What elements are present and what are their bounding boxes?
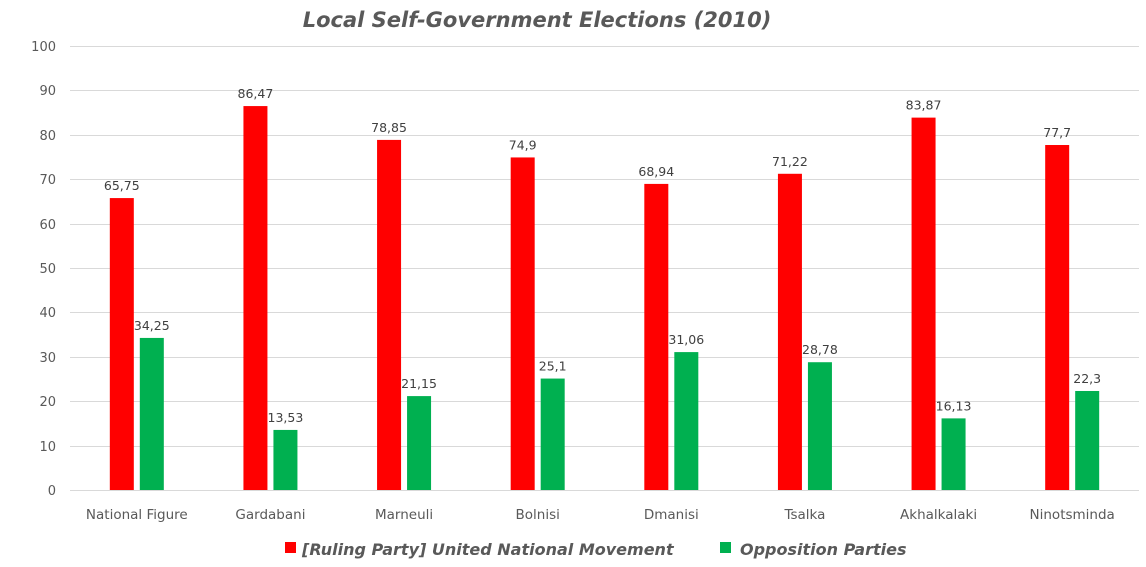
y-tick-label: 60 — [39, 218, 56, 233]
y-tick-label: 100 — [31, 40, 56, 55]
y-tick-label: 0 — [48, 484, 56, 499]
data-label: 16,13 — [936, 398, 972, 413]
y-tick-label: 30 — [39, 351, 56, 366]
bar-ruling-party — [644, 183, 669, 490]
bar-opposition — [407, 396, 432, 490]
y-tick-label: 70 — [39, 173, 56, 188]
bar-ruling-party — [109, 198, 134, 490]
bar-opposition — [807, 362, 832, 490]
y-tick-label: 40 — [39, 306, 56, 321]
chart-title: Local Self-Government Elections (2010) — [303, 8, 772, 32]
bar-ruling-party — [911, 117, 936, 491]
legend-swatch-ruling-party — [285, 542, 296, 553]
bar-opposition — [941, 418, 966, 490]
x-category-label: Dmanisi — [644, 507, 699, 523]
y-tick-label: 80 — [39, 129, 56, 144]
gridlines — [70, 46, 1139, 491]
y-tick-label: 90 — [39, 84, 56, 99]
y-tick-label: 50 — [39, 262, 56, 277]
data-label: 83,87 — [906, 98, 942, 113]
data-label: 65,75 — [104, 178, 140, 193]
data-label: 78,85 — [371, 120, 407, 135]
data-label: 68,94 — [638, 164, 674, 179]
bar-opposition — [540, 378, 565, 490]
bar-ruling-party — [777, 173, 802, 490]
data-label: 86,47 — [238, 86, 274, 101]
x-category-label: National Figure — [86, 507, 188, 523]
data-label: 31,06 — [668, 332, 704, 347]
data-label: 21,15 — [401, 376, 437, 391]
data-label: 22,3 — [1073, 371, 1101, 386]
x-category-label: Gardabani — [235, 507, 305, 523]
legend-label-opposition: Opposition Parties — [740, 540, 907, 559]
bar-opposition — [139, 337, 164, 490]
x-category-label: Marneuli — [375, 507, 433, 523]
data-label: 13,53 — [268, 410, 304, 425]
bar-ruling-party — [510, 157, 535, 490]
y-axis-ticks: 0 10 20 30 40 50 60 70 80 90 100 — [31, 40, 56, 499]
x-category-label: Bolnisi — [516, 507, 560, 523]
bar-ruling-party — [1045, 145, 1070, 490]
bar-opposition — [273, 429, 298, 490]
x-axis-categories: National Figure Gardabani Marneuli Bolnisi D… — [86, 507, 1115, 523]
bars — [109, 106, 1100, 491]
y-tick-label: 20 — [39, 395, 56, 410]
data-label: 71,22 — [772, 154, 808, 169]
data-labels: 65,75 34,25 86,47 13,53 78,85 21,15 74,9 25,1 68… — [104, 86, 1101, 425]
data-label: 34,25 — [134, 318, 170, 333]
y-tick-label: 10 — [39, 440, 56, 455]
data-label: 25,1 — [539, 359, 567, 374]
bar-ruling-party — [243, 106, 268, 491]
x-category-label: Ninotsminda — [1030, 507, 1115, 523]
bar-opposition — [674, 352, 699, 490]
data-label: 77,7 — [1043, 125, 1071, 140]
data-label: 74,9 — [509, 137, 537, 152]
x-category-label: Akhalkalaki — [900, 507, 977, 523]
x-category-label: Tsalka — [783, 507, 825, 523]
bar-opposition — [1075, 390, 1100, 490]
legend: [Ruling Party] United National Movement … — [285, 540, 907, 559]
legend-label-ruling-party: [Ruling Party] United National Movement — [301, 540, 675, 559]
data-label: 28,78 — [802, 342, 838, 357]
legend-swatch-opposition — [720, 542, 731, 553]
bar-ruling-party — [377, 139, 402, 490]
